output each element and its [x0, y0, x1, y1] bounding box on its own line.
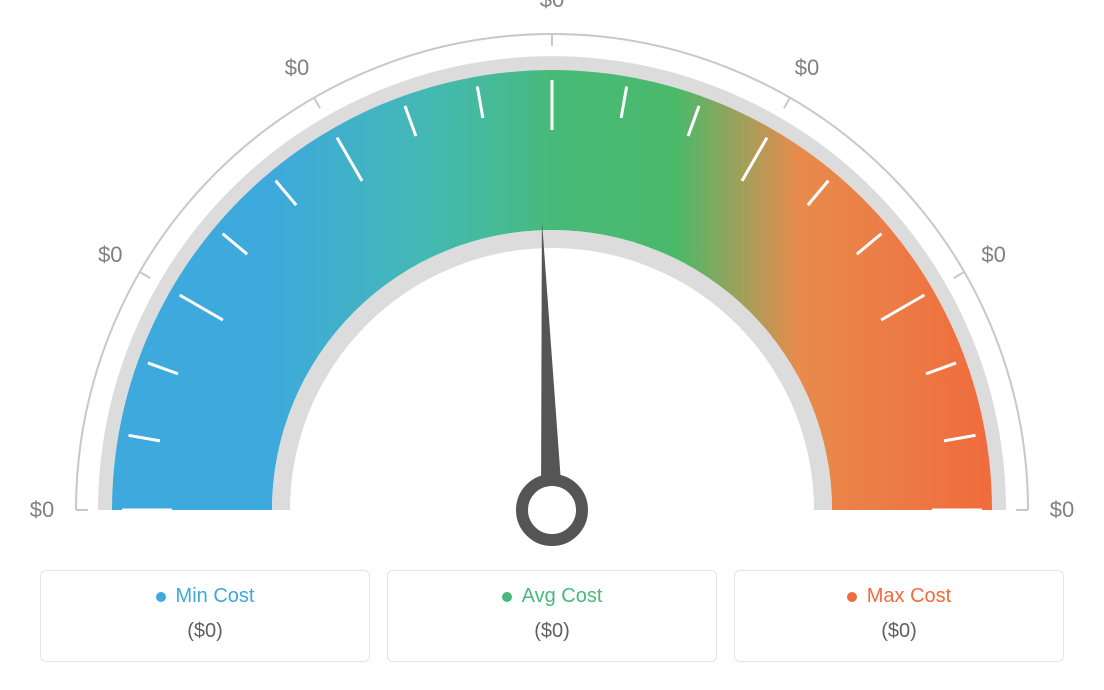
gauge-tick-label: $0 [540, 0, 564, 13]
legend-label-min: Min Cost [176, 585, 255, 608]
legend-value-min: ($0) [41, 620, 369, 643]
legend-label-avg: Avg Cost [522, 585, 603, 608]
legend-title-max: Max Cost [847, 585, 951, 608]
gauge-tick-label: $0 [30, 497, 54, 523]
gauge-tick-label: $0 [981, 242, 1005, 268]
gauge-chart: $0 $0 $0 $0 $0 $0 $0 [0, 0, 1104, 560]
gauge-svg [0, 0, 1104, 560]
legend-dot-max [847, 592, 857, 602]
gauge-tick-label: $0 [285, 55, 309, 81]
legend-card-avg: Avg Cost ($0) [387, 570, 717, 662]
gauge-tick-label: $0 [98, 242, 122, 268]
legend-dot-min [156, 592, 166, 602]
legend-value-max: ($0) [735, 620, 1063, 643]
legend-value-avg: ($0) [388, 620, 716, 643]
legend-label-max: Max Cost [867, 585, 951, 608]
gauge-tick-label: $0 [795, 55, 819, 81]
legend-title-avg: Avg Cost [502, 585, 603, 608]
legend-card-min: Min Cost ($0) [40, 570, 370, 662]
gauge-tick-label: $0 [1050, 497, 1074, 523]
legend-title-min: Min Cost [156, 585, 255, 608]
legend-dot-avg [502, 592, 512, 602]
legend-card-max: Max Cost ($0) [734, 570, 1064, 662]
legend-row: Min Cost ($0) Avg Cost ($0) Max Cost ($0… [0, 570, 1104, 662]
